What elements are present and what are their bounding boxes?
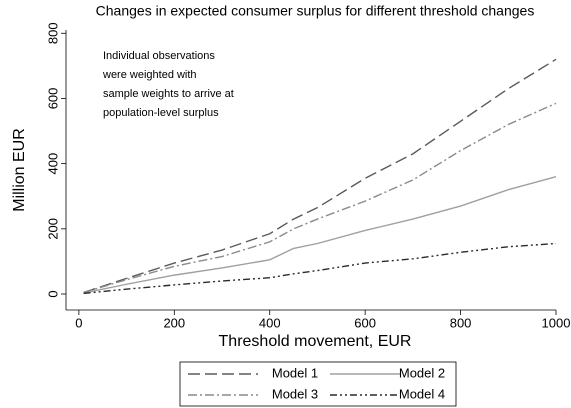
x-tick-label: 0	[75, 315, 82, 330]
legend-label: Model 1	[272, 365, 318, 380]
y-tick-label: 200	[45, 218, 60, 240]
annotation: population-level surplus	[103, 107, 219, 119]
legend-label: Model 2	[399, 365, 445, 380]
x-tick-label: 200	[163, 315, 185, 330]
legend-box	[179, 361, 457, 407]
y-tick-label: 0	[45, 290, 60, 297]
series-line	[83, 102, 557, 294]
annotation: Individual observations	[103, 50, 215, 62]
x-tick-label: 800	[450, 315, 472, 330]
annotation: were weighted with	[102, 69, 197, 81]
legend-label: Model 3	[272, 386, 318, 401]
legend-label: Model 4	[399, 386, 445, 401]
annotation: sample weights to arrive at	[103, 88, 234, 100]
chart-title: Changes in expected consumer surplus for…	[96, 3, 535, 19]
y-tick-label: 600	[45, 88, 60, 110]
x-tick-label: 1000	[542, 315, 571, 330]
x-tick-label: 400	[259, 315, 281, 330]
series-line	[83, 176, 557, 294]
y-tick-label: 400	[45, 153, 60, 175]
x-axis-label: Threshold movement, EUR	[219, 333, 412, 350]
series-line	[83, 58, 557, 294]
y-tick-label: 800	[45, 22, 60, 44]
y-axis-label: Million EUR	[11, 128, 28, 212]
series-line	[83, 242, 557, 295]
x-tick-label: 600	[354, 315, 376, 330]
